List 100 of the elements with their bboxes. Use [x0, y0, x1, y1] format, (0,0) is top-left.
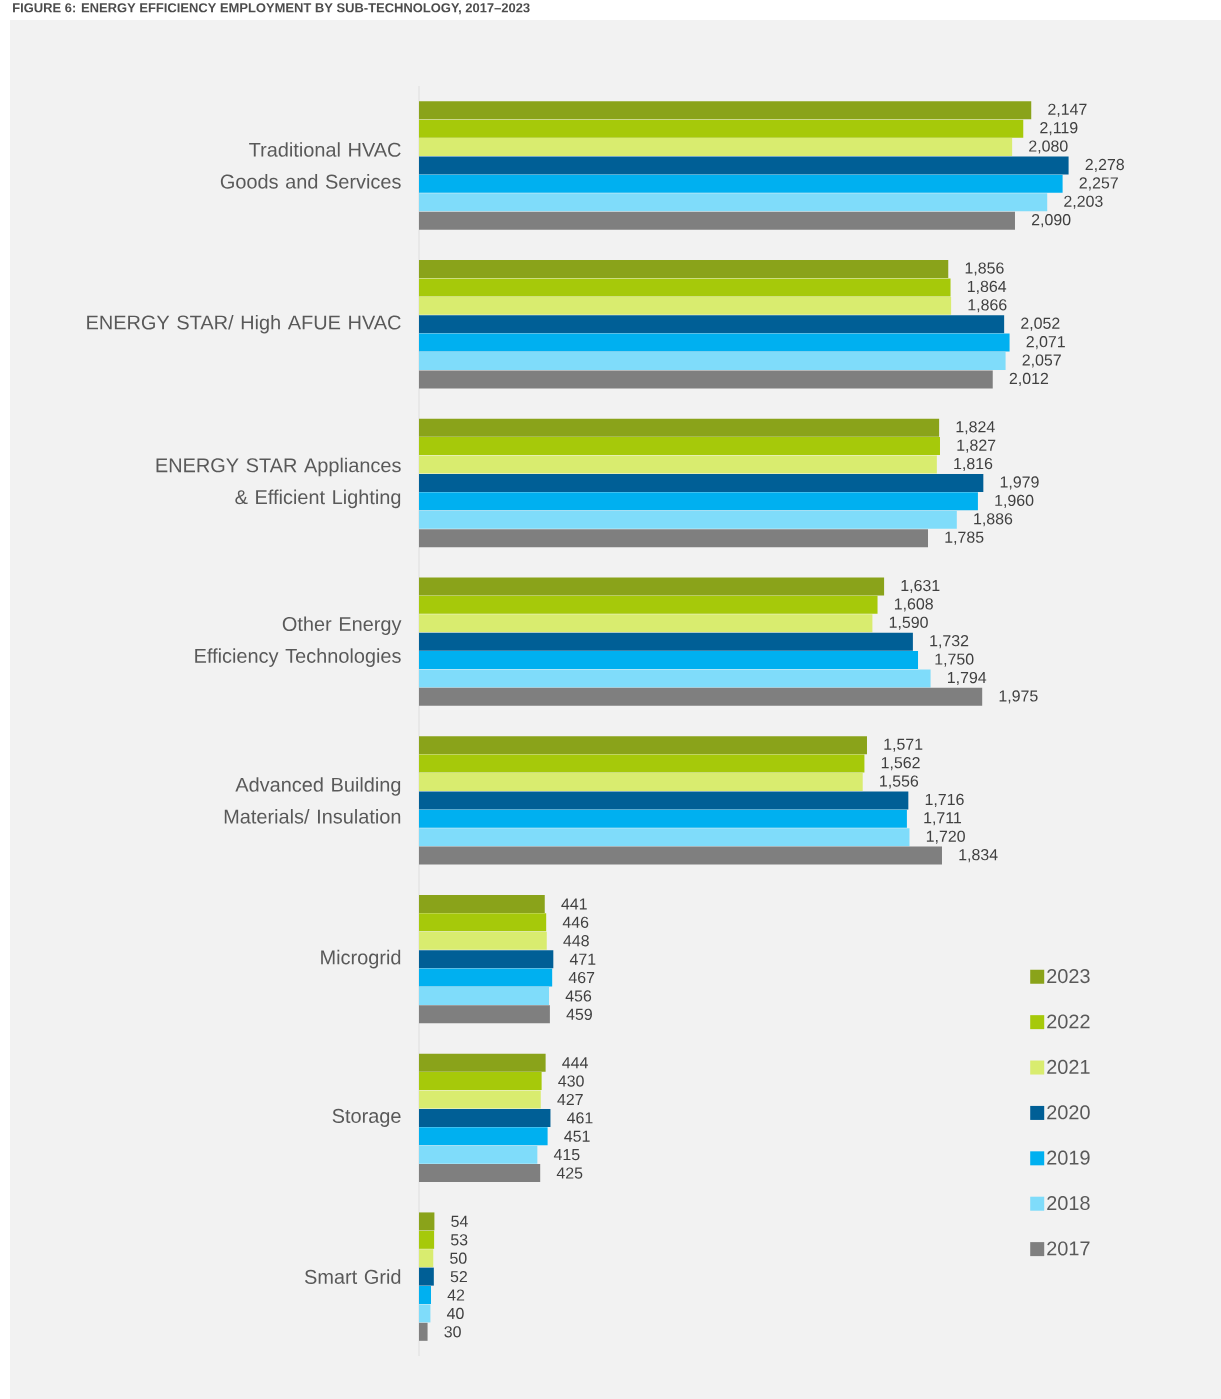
data-label: 2,052	[1021, 317, 1060, 331]
bar	[419, 1267, 434, 1286]
data-label: 1,886	[974, 513, 1013, 527]
bar	[419, 986, 550, 1005]
data-label: 1,824	[956, 421, 995, 435]
bar	[419, 754, 865, 773]
y-tick-label: ENERGY STAR Appliances & Efficient Lighting	[156, 457, 401, 509]
legend-label: 2019	[1047, 1150, 1090, 1165]
data-label: 53	[450, 1234, 468, 1246]
bar	[419, 669, 931, 688]
data-label: 2,012	[1009, 372, 1049, 386]
data-label: 1,590	[889, 616, 928, 630]
legend-label: 2022	[1047, 1014, 1090, 1029]
bar	[419, 351, 1006, 370]
data-label: 42	[447, 1289, 465, 1301]
data-label: 456	[565, 990, 592, 1002]
bar	[419, 736, 867, 755]
bar	[419, 809, 907, 828]
data-label: 2,057	[1022, 354, 1061, 368]
data-label: 1,750	[935, 653, 974, 667]
bar	[419, 632, 913, 651]
data-label: 1,816	[954, 457, 993, 472]
bar	[419, 437, 940, 456]
data-label: 2,080	[1029, 140, 1068, 154]
data-label: 30	[444, 1326, 461, 1338]
bar	[419, 791, 909, 810]
bar	[419, 529, 929, 548]
data-label: 1,732	[930, 635, 969, 649]
data-label: 471	[569, 953, 596, 965]
data-label: 1,711	[924, 812, 962, 826]
bar	[419, 1108, 551, 1127]
bar	[419, 968, 553, 987]
bar	[419, 687, 983, 706]
bar	[419, 1322, 428, 1341]
y-tick-label: Smart Grid	[304, 1269, 401, 1284]
data-label: 2,278	[1085, 158, 1124, 173]
legend-label: 2023	[1047, 969, 1090, 984]
data-label: 1,960	[995, 494, 1034, 508]
data-label: 2,071	[1026, 336, 1065, 350]
bar	[419, 1286, 431, 1305]
data-label: 2,257	[1079, 177, 1118, 191]
data-label: 1,834	[959, 849, 998, 863]
data-label: 415	[553, 1149, 580, 1161]
data-label: 40	[446, 1307, 464, 1320]
data-label: 1,979	[1000, 476, 1039, 490]
bar	[419, 1053, 546, 1072]
data-label: 1,785	[945, 531, 984, 545]
bar	[419, 1072, 542, 1091]
y-tick-label: Traditional HVAC Goods and Services	[220, 142, 401, 189]
bar	[419, 1005, 550, 1024]
legend-label: 2018	[1047, 1196, 1090, 1211]
bar	[419, 296, 952, 315]
data-label: 1,556	[880, 775, 919, 789]
data-label: 1,975	[999, 690, 1038, 704]
data-label: 1,794	[948, 671, 987, 686]
bar	[419, 418, 940, 437]
y-tick-label: Advanced Building Materials/ Insulation	[224, 777, 401, 824]
bar	[419, 1127, 548, 1146]
bar	[419, 211, 1015, 230]
bar	[419, 119, 1024, 138]
y-tick-label: Other Energy Efficiency Technologies	[195, 616, 402, 667]
bar	[419, 455, 937, 474]
data-label: 1,720	[926, 830, 965, 844]
bar	[419, 1212, 435, 1231]
bar	[419, 174, 1063, 193]
data-label: 451	[564, 1130, 590, 1142]
bar	[419, 577, 885, 596]
data-label: 430	[558, 1075, 584, 1087]
data-label: 448	[563, 935, 589, 947]
data-label: 1,864	[967, 280, 1007, 294]
bar	[419, 846, 942, 865]
bar	[419, 950, 554, 969]
data-label: 1,866	[968, 299, 1007, 313]
data-label: 1,827	[957, 439, 996, 453]
data-label: 50	[450, 1252, 467, 1264]
bar	[419, 1145, 538, 1164]
data-label: 427	[557, 1093, 583, 1106]
data-label: 467	[568, 971, 595, 984]
bar	[419, 473, 984, 492]
legend-label: 2017	[1047, 1241, 1090, 1256]
bar	[419, 1090, 541, 1109]
bar	[419, 259, 949, 278]
data-label: 459	[566, 1008, 592, 1020]
bar	[419, 894, 545, 913]
bar	[419, 333, 1010, 352]
bar	[419, 1230, 435, 1249]
legend-label: 2020	[1047, 1105, 1090, 1120]
bar	[419, 315, 1005, 334]
data-label: 2,090	[1031, 214, 1071, 228]
data-label: 1,571	[884, 738, 923, 752]
legend-label: 2021	[1047, 1059, 1090, 1074]
data-label: 461	[567, 1112, 593, 1124]
bar	[419, 773, 863, 791]
data-label: 54	[451, 1215, 468, 1227]
data-label: 52	[450, 1270, 467, 1283]
bar	[419, 370, 993, 389]
bar	[419, 1164, 541, 1183]
bar	[419, 156, 1069, 175]
bar	[419, 828, 910, 847]
y-tick-label: ENERGY STAR/ High AFUE HVAC	[87, 314, 401, 334]
